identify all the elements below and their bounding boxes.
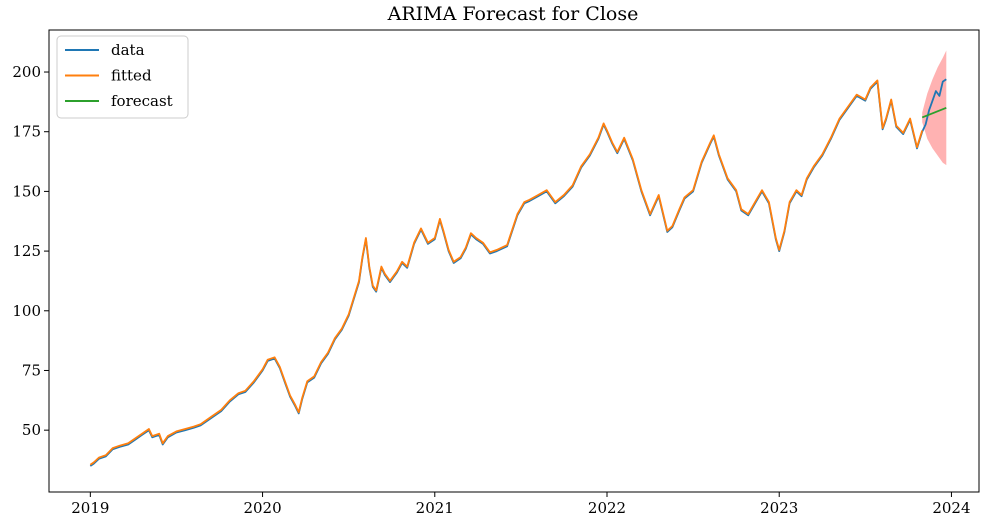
legend: data fitted forecast [56, 35, 189, 119]
y-tick-label: 150 [12, 182, 41, 200]
series-line-forecast [921, 106, 947, 119]
legend-label-forecast: forecast [111, 92, 173, 110]
series-line-fitted [89, 79, 924, 466]
y-tick-label: 50 [22, 421, 41, 439]
legend-label-fitted: fitted [111, 67, 152, 85]
chart-title: ARIMA Forecast for Close [387, 3, 639, 25]
y-tick-label: 125 [12, 242, 41, 260]
x-tick-label: 2023 [760, 499, 798, 517]
x-tick-label: 2019 [71, 499, 109, 517]
y-tick-label: 175 [12, 123, 41, 141]
x-axis: 2019 2020 2021 2022 2023 2024 [71, 492, 971, 517]
plot-area [89, 50, 947, 467]
x-tick-label: 2021 [416, 499, 454, 517]
legend-box [56, 35, 189, 119]
legend-label-data: data [111, 41, 145, 59]
series-line-data [89, 78, 947, 467]
plot-frame [48, 29, 980, 493]
y-tick-label: 100 [12, 302, 41, 320]
x-tick-label: 2022 [588, 499, 626, 517]
y-tick-label: 200 [12, 63, 41, 81]
x-tick-label: 2020 [243, 499, 281, 517]
confidence-band [922, 50, 947, 166]
y-axis: 50 75 100 125 150 175 200 [12, 63, 49, 439]
x-tick-label: 2024 [932, 499, 970, 517]
y-tick-label: 75 [22, 361, 41, 379]
